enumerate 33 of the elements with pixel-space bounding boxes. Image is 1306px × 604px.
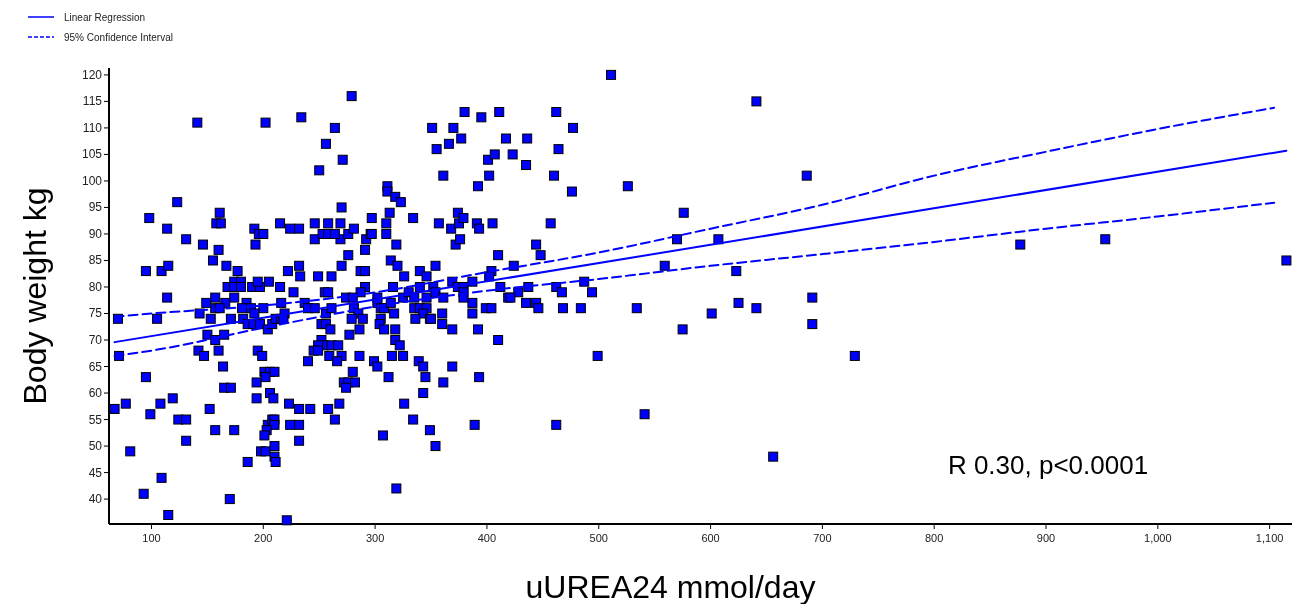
x-tick-label: 700 [813,532,832,544]
y-tick-label: 100 [81,173,103,188]
x-axis-title: uUREA24 mmol/day [525,569,816,604]
y-axis-title: Body weight kg [17,187,53,405]
y-tick-label: 40 [88,492,103,507]
y-tick-label: 90 [88,226,103,241]
y-tick-label: 55 [88,412,103,427]
y-tick-label: 95 [88,200,103,215]
y-tick-label: 70 [88,333,103,348]
x-tick-label: 800 [925,532,944,544]
y-tick-label: 105 [81,147,103,162]
x-tick-label: 100 [142,532,161,544]
y-tick-label: 80 [88,279,103,294]
x-tick-label: 400 [477,532,497,544]
legend-label: Linear Regression [64,12,146,23]
y-tick-label: 85 [88,253,103,268]
x-tick-label: 500 [589,532,608,544]
x-tick-label: 1,000 [1144,532,1172,544]
y-tick-label: 110 [82,120,103,135]
x-tick-label: 600 [701,532,720,544]
y-tick-label: 65 [88,359,103,374]
legend-label: 95% Confidence Interval [64,32,173,43]
x-tick-label: 900 [1036,532,1056,544]
x-tick-label: 300 [365,532,385,544]
y-tick-label: 50 [88,439,103,454]
y-tick-label: 115 [82,94,103,109]
y-tick-label: 60 [88,386,103,401]
x-tick-label: 1,100 [1255,532,1284,544]
y-tick-label: 45 [88,465,103,480]
annotation: R 0.30, p<0.0001 [947,450,1149,480]
y-tick-label: 75 [88,306,103,321]
x-tick-label: 200 [254,532,273,544]
y-tick-label: 120 [81,67,103,82]
